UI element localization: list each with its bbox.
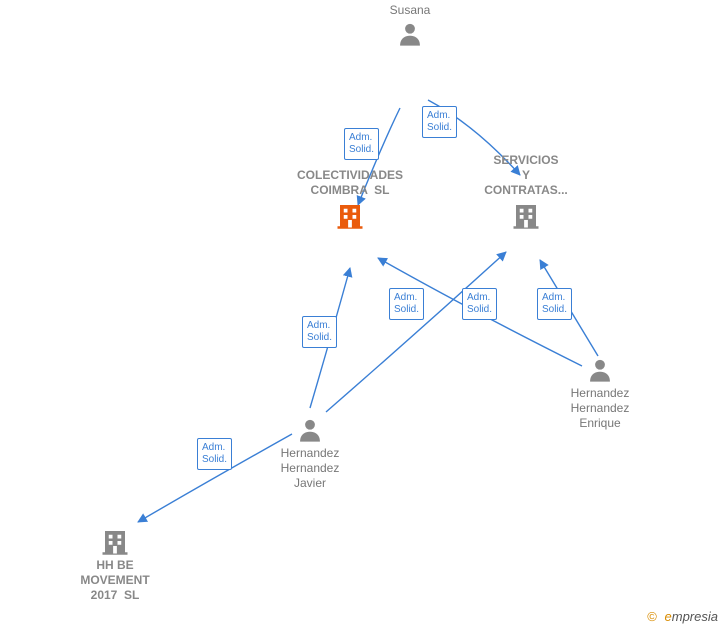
watermark: © empresia [647, 609, 718, 624]
building-icon [280, 200, 420, 230]
node-servicios[interactable]: SERVICIOS Y CONTRATAS... [456, 153, 596, 232]
edge-label: Adm. Solid. [197, 438, 232, 470]
node-label: Hernandez Hernandez Javier [240, 446, 380, 491]
person-icon [530, 356, 670, 384]
edge-label: Adm. Solid. [389, 288, 424, 320]
node-label: Hernandez Hernandez Enrique [530, 386, 670, 431]
node-label: HH BE MOVEMENT 2017 SL [45, 558, 185, 603]
node-hhbe[interactable]: HH BE MOVEMENT 2017 SL [45, 524, 185, 603]
brand-rest: mpresia [672, 609, 718, 624]
node-coimbra[interactable]: COLECTIVIDADES COIMBRA SL [280, 168, 420, 232]
building-icon [45, 526, 185, 556]
copyright-symbol: © [647, 609, 657, 624]
diagram-canvas: Adm. Solid. Adm. Solid. Adm. Solid. Adm. So… [0, 0, 728, 630]
person-icon [240, 416, 380, 444]
edge-label: Adm. Solid. [302, 316, 337, 348]
node-enrique[interactable]: Hernandez Hernandez Enrique [530, 354, 670, 431]
brand-first-letter: e [665, 609, 672, 624]
edge-label: Adm. Solid. [462, 288, 497, 320]
node-susana[interactable]: Hernandez Hernandez Susana [340, 0, 480, 50]
node-label: COLECTIVIDADES COIMBRA SL [280, 168, 420, 198]
node-label: SERVICIOS Y CONTRATAS... [456, 153, 596, 198]
node-label: Hernandez Hernandez Susana [340, 0, 480, 18]
edge-javier-servicios [326, 252, 506, 412]
node-javier[interactable]: Hernandez Hernandez Javier [240, 414, 380, 491]
edge-label: Adm. Solid. [537, 288, 572, 320]
edge-label: Adm. Solid. [422, 106, 457, 138]
person-icon [340, 20, 480, 48]
edge-label: Adm. Solid. [344, 128, 379, 160]
building-icon [456, 200, 596, 230]
